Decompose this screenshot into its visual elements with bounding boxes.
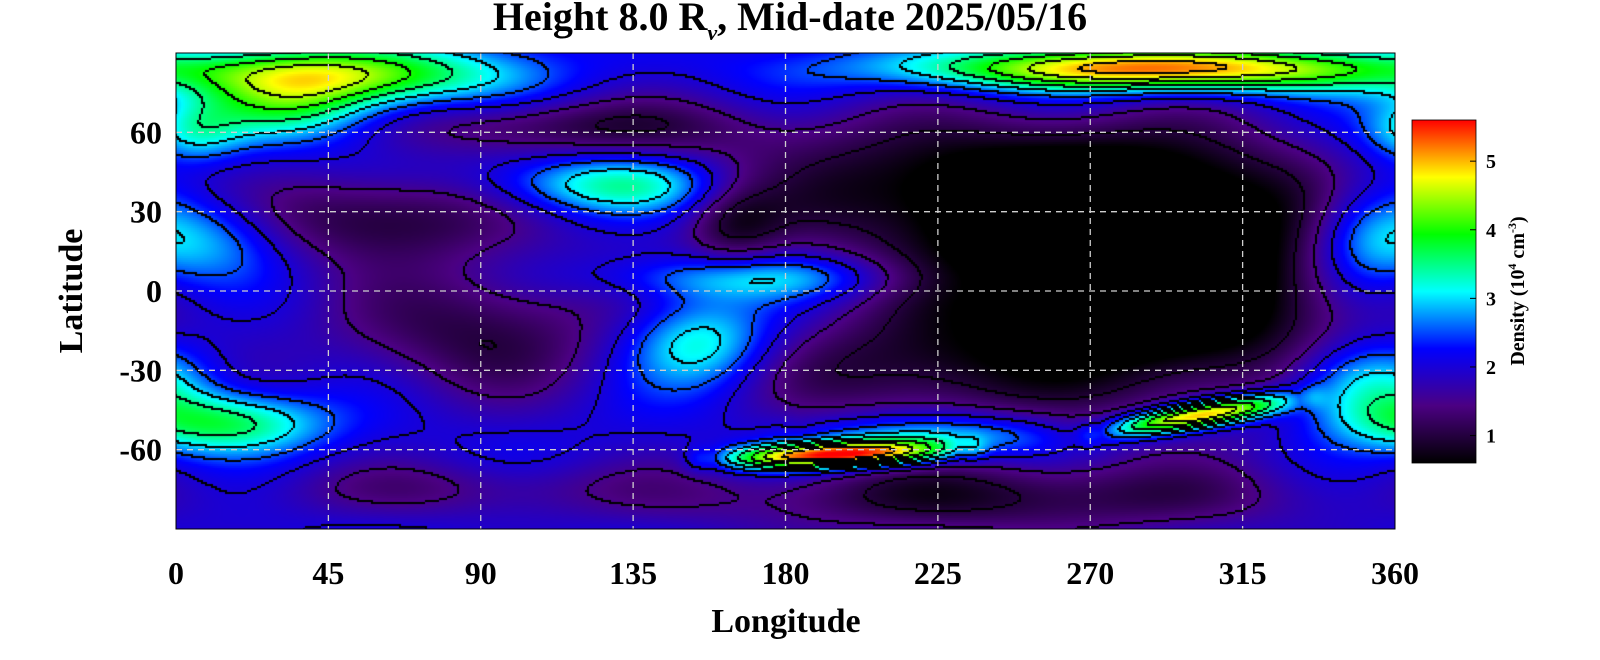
colorbar-tick-label: 5 — [1486, 151, 1496, 173]
y-axis-ticks: 60 30 0 -30 -60 — [119, 114, 162, 467]
colorbar-tick-label: 1 — [1486, 426, 1496, 448]
x-tick-label: 270 — [1066, 555, 1114, 591]
grid-lines — [176, 53, 1395, 529]
x-tick-label: 360 — [1371, 555, 1419, 591]
chart-title: Height 8.0 Rv, Mid-date 2025/05/16 — [493, 0, 1087, 45]
colorbar — [1411, 119, 1477, 464]
x-tick-label: 90 — [465, 555, 497, 591]
colorbar-tick-label: 2 — [1486, 357, 1496, 379]
x-tick-label: 45 — [312, 555, 344, 591]
x-tick-label: 315 — [1219, 555, 1267, 591]
y-tick-label: 60 — [130, 114, 162, 150]
x-tick-label: 0 — [168, 555, 184, 591]
y-tick-label: -60 — [119, 432, 162, 468]
colorbar-tick-label: 4 — [1486, 220, 1496, 242]
y-axis-label: Latitude — [53, 229, 90, 354]
colorbar-label: Density (104 cm-3) — [1505, 216, 1529, 365]
x-tick-label: 180 — [762, 555, 810, 591]
x-axis-label: Longitude — [711, 603, 860, 640]
x-tick-label: 225 — [914, 555, 962, 591]
y-tick-label: -30 — [119, 352, 162, 388]
y-tick-label: 30 — [130, 194, 162, 230]
colorbar-ticks: 1 2 3 4 5 — [1470, 151, 1496, 448]
colorbar-tick-label: 3 — [1486, 288, 1496, 310]
y-tick-label: 0 — [146, 273, 162, 309]
x-tick-label: 135 — [609, 555, 657, 591]
plot-frame — [175, 52, 1396, 530]
x-axis-ticks: 0 45 90 135 180 225 270 315 360 — [168, 555, 1419, 591]
